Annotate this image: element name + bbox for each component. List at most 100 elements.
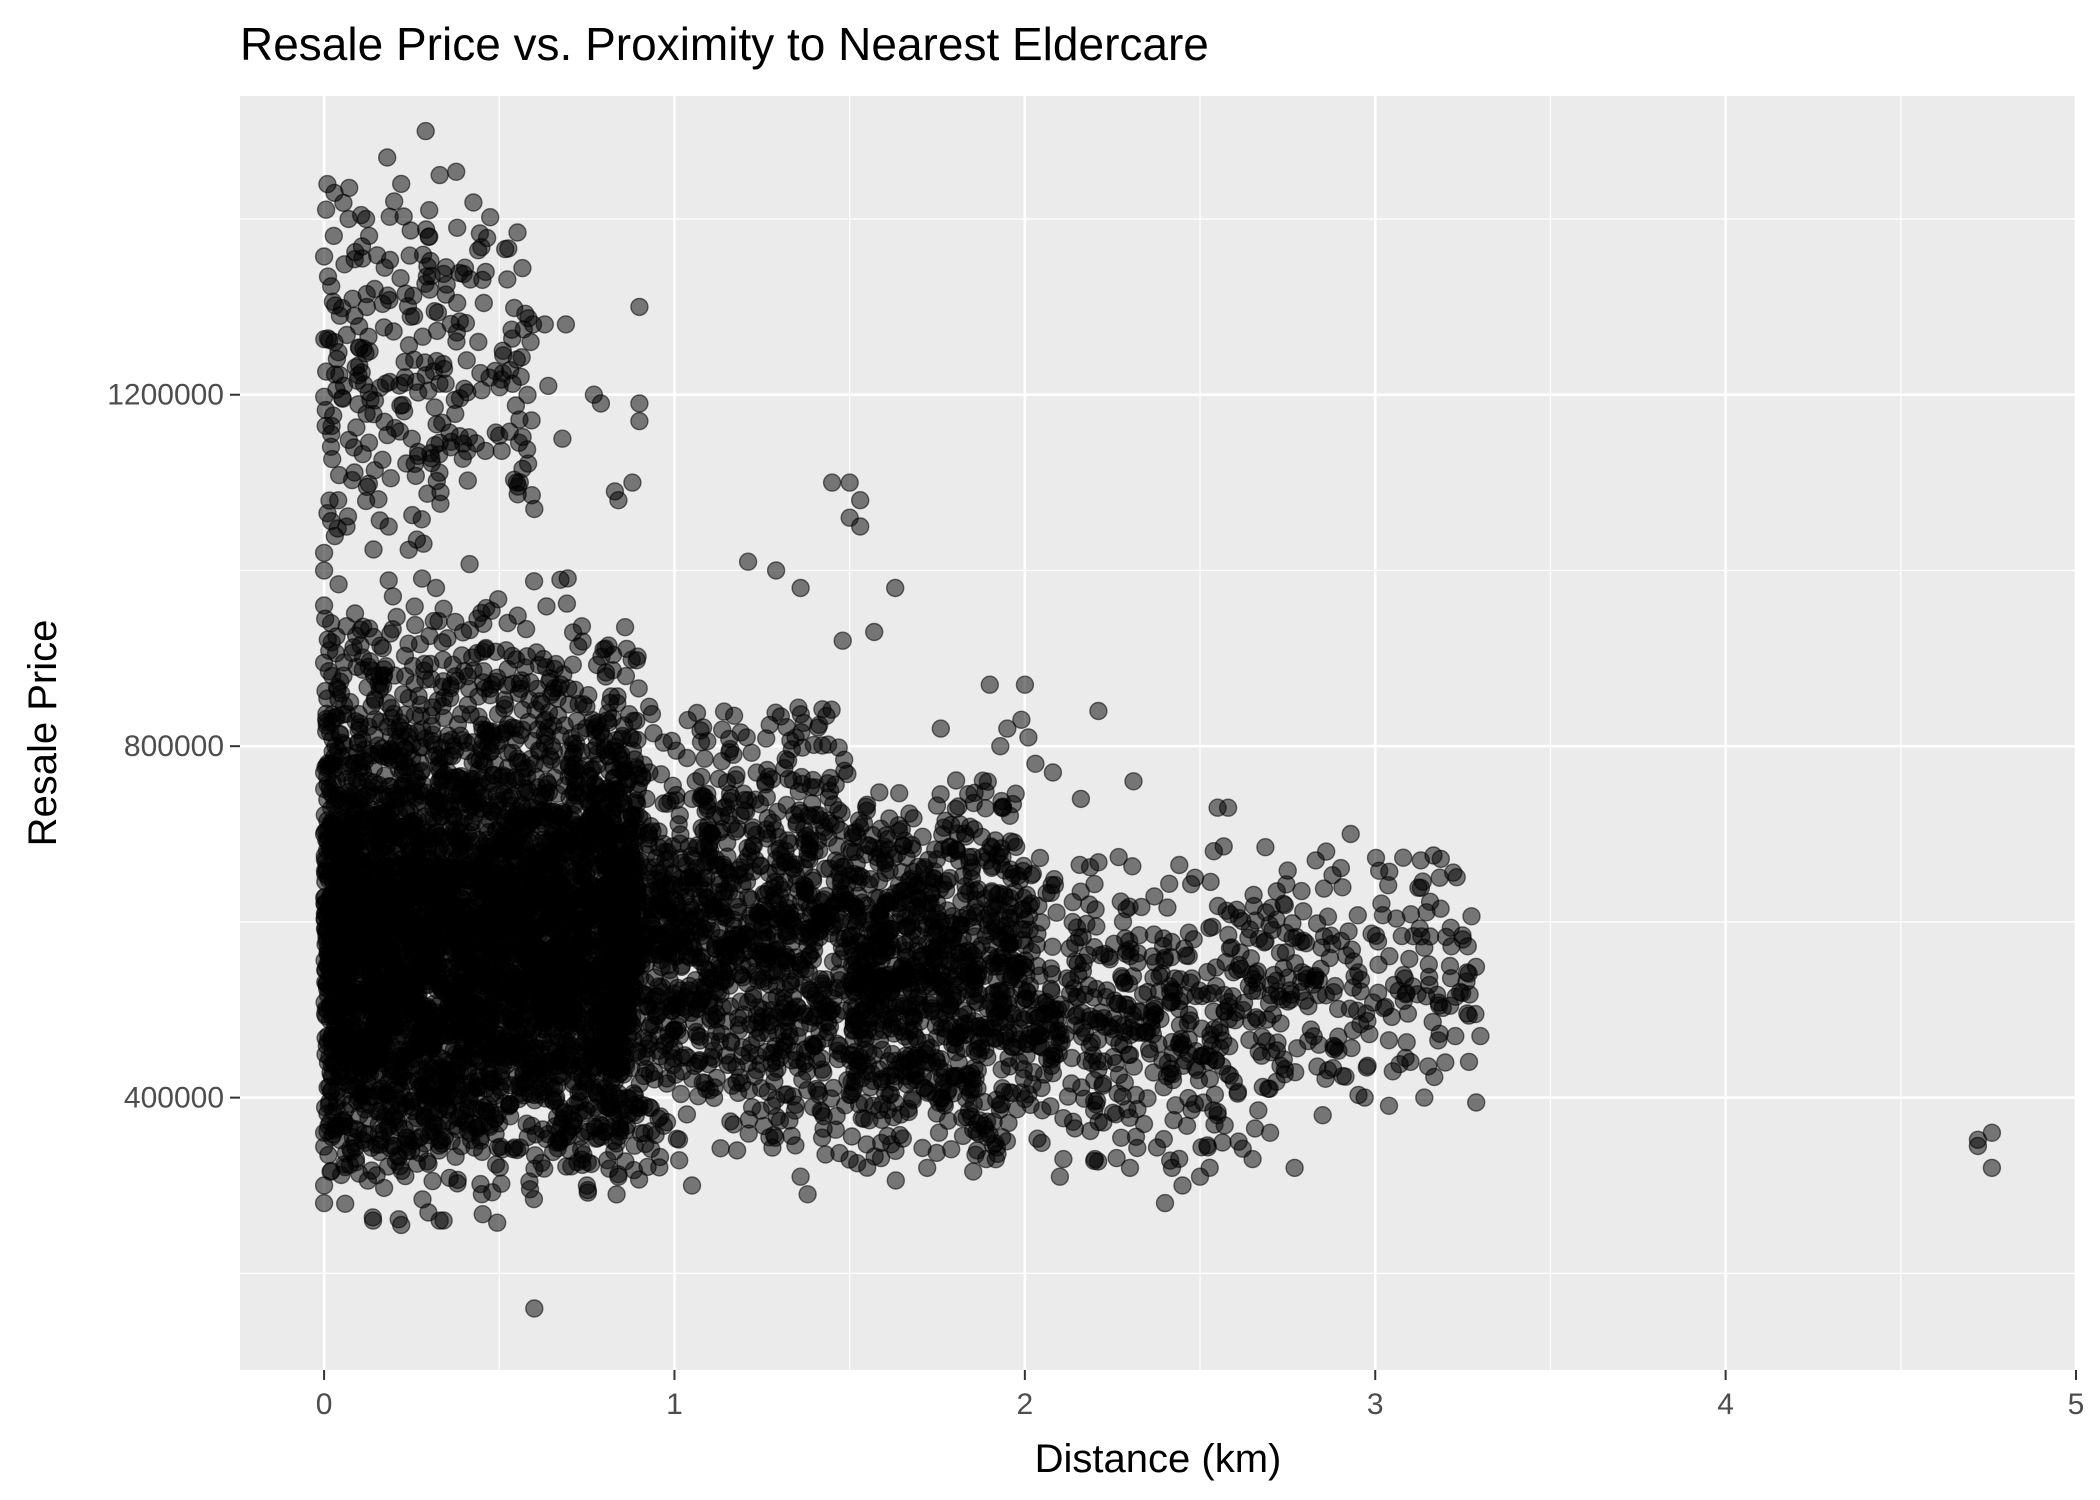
data-point bbox=[319, 662, 339, 681]
data-point bbox=[520, 1084, 539, 1103]
data-point bbox=[495, 699, 514, 718]
data-point bbox=[491, 838, 511, 857]
data-point bbox=[437, 732, 456, 751]
data-point bbox=[486, 1155, 506, 1174]
data-point bbox=[414, 534, 433, 553]
data-point bbox=[341, 1139, 360, 1158]
data-point bbox=[367, 1166, 386, 1185]
data-point bbox=[482, 774, 501, 793]
data-point bbox=[374, 318, 394, 337]
data-point bbox=[434, 599, 453, 618]
data-point bbox=[328, 920, 348, 940]
data-point bbox=[318, 630, 337, 649]
data-point bbox=[537, 726, 556, 746]
data-point bbox=[401, 307, 420, 326]
data-point bbox=[554, 805, 573, 824]
data-point bbox=[536, 779, 555, 798]
data-point bbox=[350, 355, 369, 375]
data-point bbox=[391, 727, 410, 746]
data-point bbox=[565, 861, 584, 881]
data-point bbox=[544, 1079, 564, 1098]
data-point bbox=[349, 1164, 369, 1183]
data-point bbox=[489, 1009, 508, 1029]
data-point bbox=[571, 940, 590, 959]
data-point bbox=[559, 679, 578, 698]
data-point bbox=[345, 604, 365, 623]
data-point bbox=[524, 572, 544, 591]
data-point bbox=[411, 706, 431, 726]
data-point bbox=[342, 470, 362, 490]
data-point bbox=[569, 637, 588, 656]
data-point bbox=[382, 698, 401, 718]
data-point bbox=[476, 638, 496, 658]
data-point bbox=[422, 933, 441, 952]
data-point bbox=[456, 793, 476, 813]
data-point bbox=[564, 1111, 583, 1130]
data-point bbox=[332, 887, 351, 907]
data-point bbox=[427, 415, 446, 434]
data-point bbox=[470, 856, 489, 876]
data-point bbox=[411, 825, 430, 844]
data-point bbox=[576, 877, 595, 896]
data-point bbox=[383, 1052, 402, 1071]
data-point bbox=[439, 1023, 458, 1042]
data-point bbox=[410, 635, 430, 654]
data-point bbox=[337, 325, 356, 345]
data-point bbox=[476, 1079, 495, 1099]
data-point bbox=[375, 258, 394, 277]
data-point bbox=[512, 994, 532, 1014]
data-point bbox=[481, 207, 500, 227]
data-point bbox=[377, 874, 396, 893]
data-point bbox=[455, 945, 475, 965]
data-point bbox=[516, 783, 535, 802]
data-point bbox=[408, 849, 427, 868]
data-point bbox=[324, 1006, 343, 1026]
data-point bbox=[516, 619, 536, 639]
data-point bbox=[343, 643, 362, 663]
data-point bbox=[508, 606, 527, 625]
data-point bbox=[432, 677, 452, 697]
data-point bbox=[615, 618, 635, 637]
data-points bbox=[314, 121, 2002, 1318]
data-point bbox=[472, 381, 491, 400]
data-point bbox=[518, 454, 538, 473]
data-point bbox=[485, 918, 505, 937]
data-point bbox=[548, 863, 568, 883]
data-point bbox=[359, 226, 379, 246]
data-point bbox=[315, 387, 334, 406]
data-point bbox=[354, 339, 373, 358]
data-point bbox=[409, 383, 428, 402]
data-point bbox=[413, 1190, 432, 1209]
data-point bbox=[545, 899, 564, 919]
data-point bbox=[364, 1054, 383, 1073]
data-point bbox=[342, 822, 361, 841]
data-point bbox=[505, 298, 524, 318]
data-point bbox=[410, 1143, 429, 1163]
data-point bbox=[373, 294, 392, 314]
data-point bbox=[443, 768, 462, 788]
data-point bbox=[448, 293, 467, 313]
data-point bbox=[343, 289, 362, 308]
data-point bbox=[567, 786, 587, 805]
data-point bbox=[393, 764, 412, 783]
data-point bbox=[413, 793, 433, 813]
data-point bbox=[349, 721, 368, 740]
data-point bbox=[457, 351, 476, 370]
data-point bbox=[344, 860, 363, 879]
data-point bbox=[337, 770, 356, 789]
data-point bbox=[373, 676, 393, 696]
data-point bbox=[513, 258, 532, 278]
data-point bbox=[338, 507, 358, 526]
data-point bbox=[432, 895, 451, 914]
data-point bbox=[498, 270, 517, 289]
data-point bbox=[486, 423, 505, 442]
data-point bbox=[349, 1121, 368, 1140]
data-point bbox=[453, 449, 472, 468]
data-point bbox=[559, 755, 578, 774]
data-point bbox=[374, 1030, 393, 1049]
data-point bbox=[561, 1045, 580, 1064]
data-point bbox=[353, 444, 372, 464]
data-point bbox=[314, 596, 334, 615]
data-point bbox=[376, 1103, 396, 1122]
data-point bbox=[467, 1119, 487, 1139]
